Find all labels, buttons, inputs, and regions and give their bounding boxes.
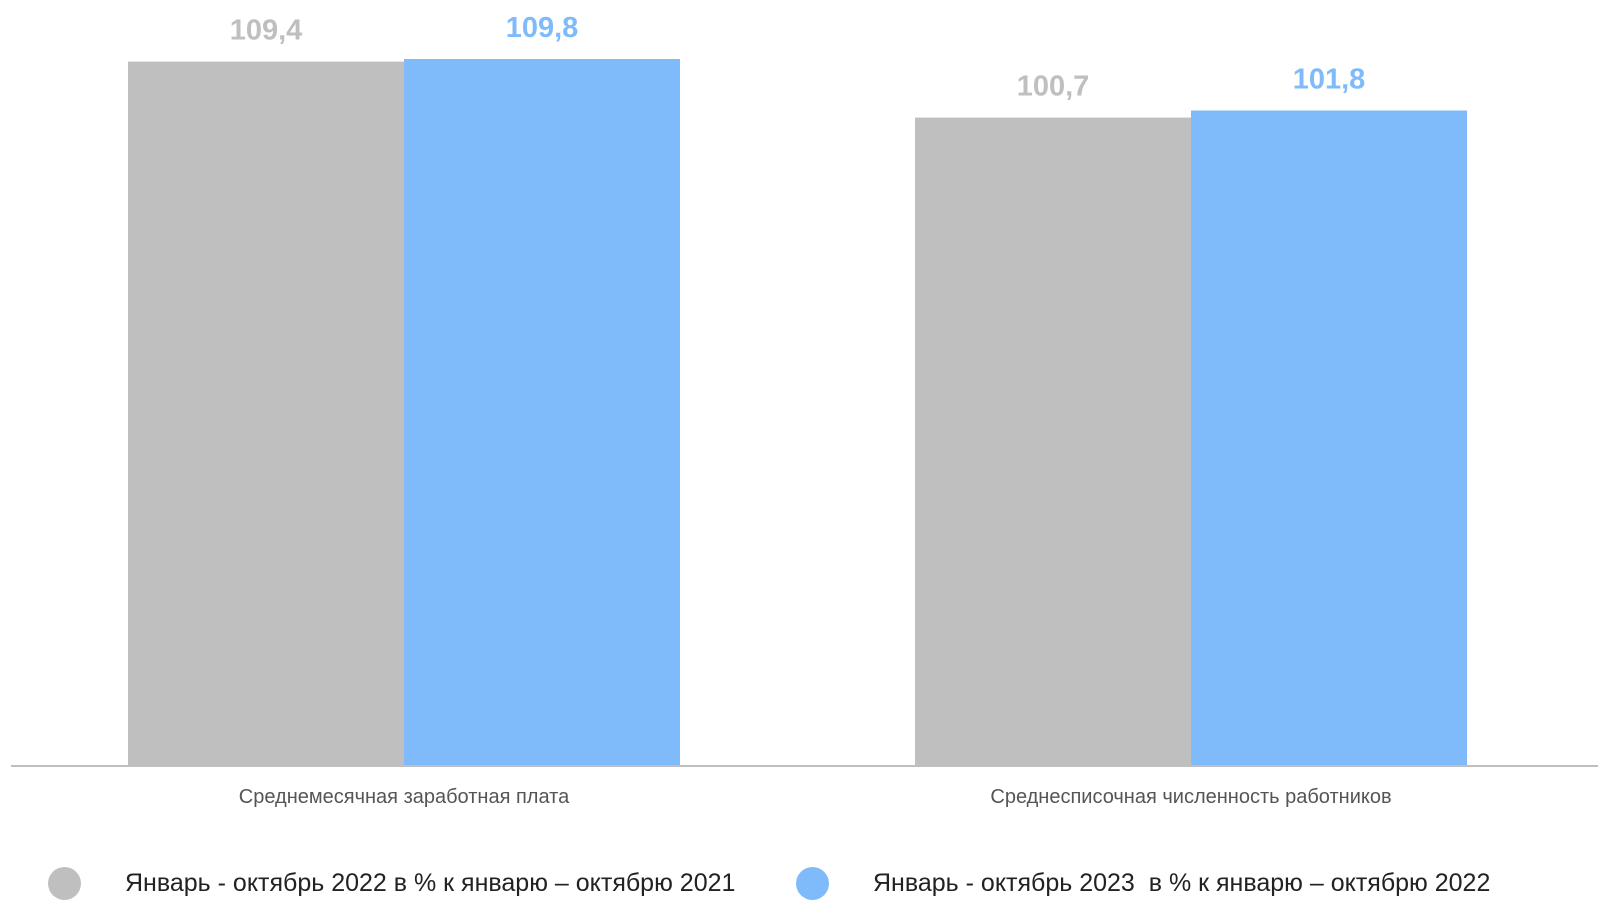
bar-2023-salary (404, 59, 680, 766)
legend-marker-2022 (48, 867, 81, 900)
data-label-2023-salary: 109,8 (506, 12, 579, 44)
bar-2022-salary (128, 61, 404, 767)
legend-item-2023: Январь - октябрь 2023 в % к январю – окт… (796, 867, 1490, 900)
legend-item-2022: Январь - октябрь 2022 в % к январю – окт… (48, 867, 735, 900)
bar-2023-headcount (1191, 110, 1467, 766)
legend-label-2023: Январь - октябрь 2023 в % к январю – окт… (873, 869, 1491, 897)
category-label-headcount: Среднесписочная численность работников (990, 786, 1391, 808)
data-label-2022-headcount: 100,7 (1017, 71, 1090, 103)
legend: Январь - октябрь 2022 в % к январю – окт… (0, 867, 1598, 917)
bar-2022-headcount (915, 117, 1191, 766)
data-label-2023-headcount: 101,8 (1293, 64, 1366, 96)
legend-marker-2023 (796, 867, 829, 900)
data-label-2022-salary: 109,4 (230, 15, 303, 47)
legend-label-2022: Январь - октябрь 2022 в % к январю – окт… (125, 869, 736, 897)
bar-chart: 109,4 109,8 Среднемесячная заработная плат… (11, 12, 1598, 808)
category-label-salary: Среднемесячная заработная плата (239, 786, 570, 808)
